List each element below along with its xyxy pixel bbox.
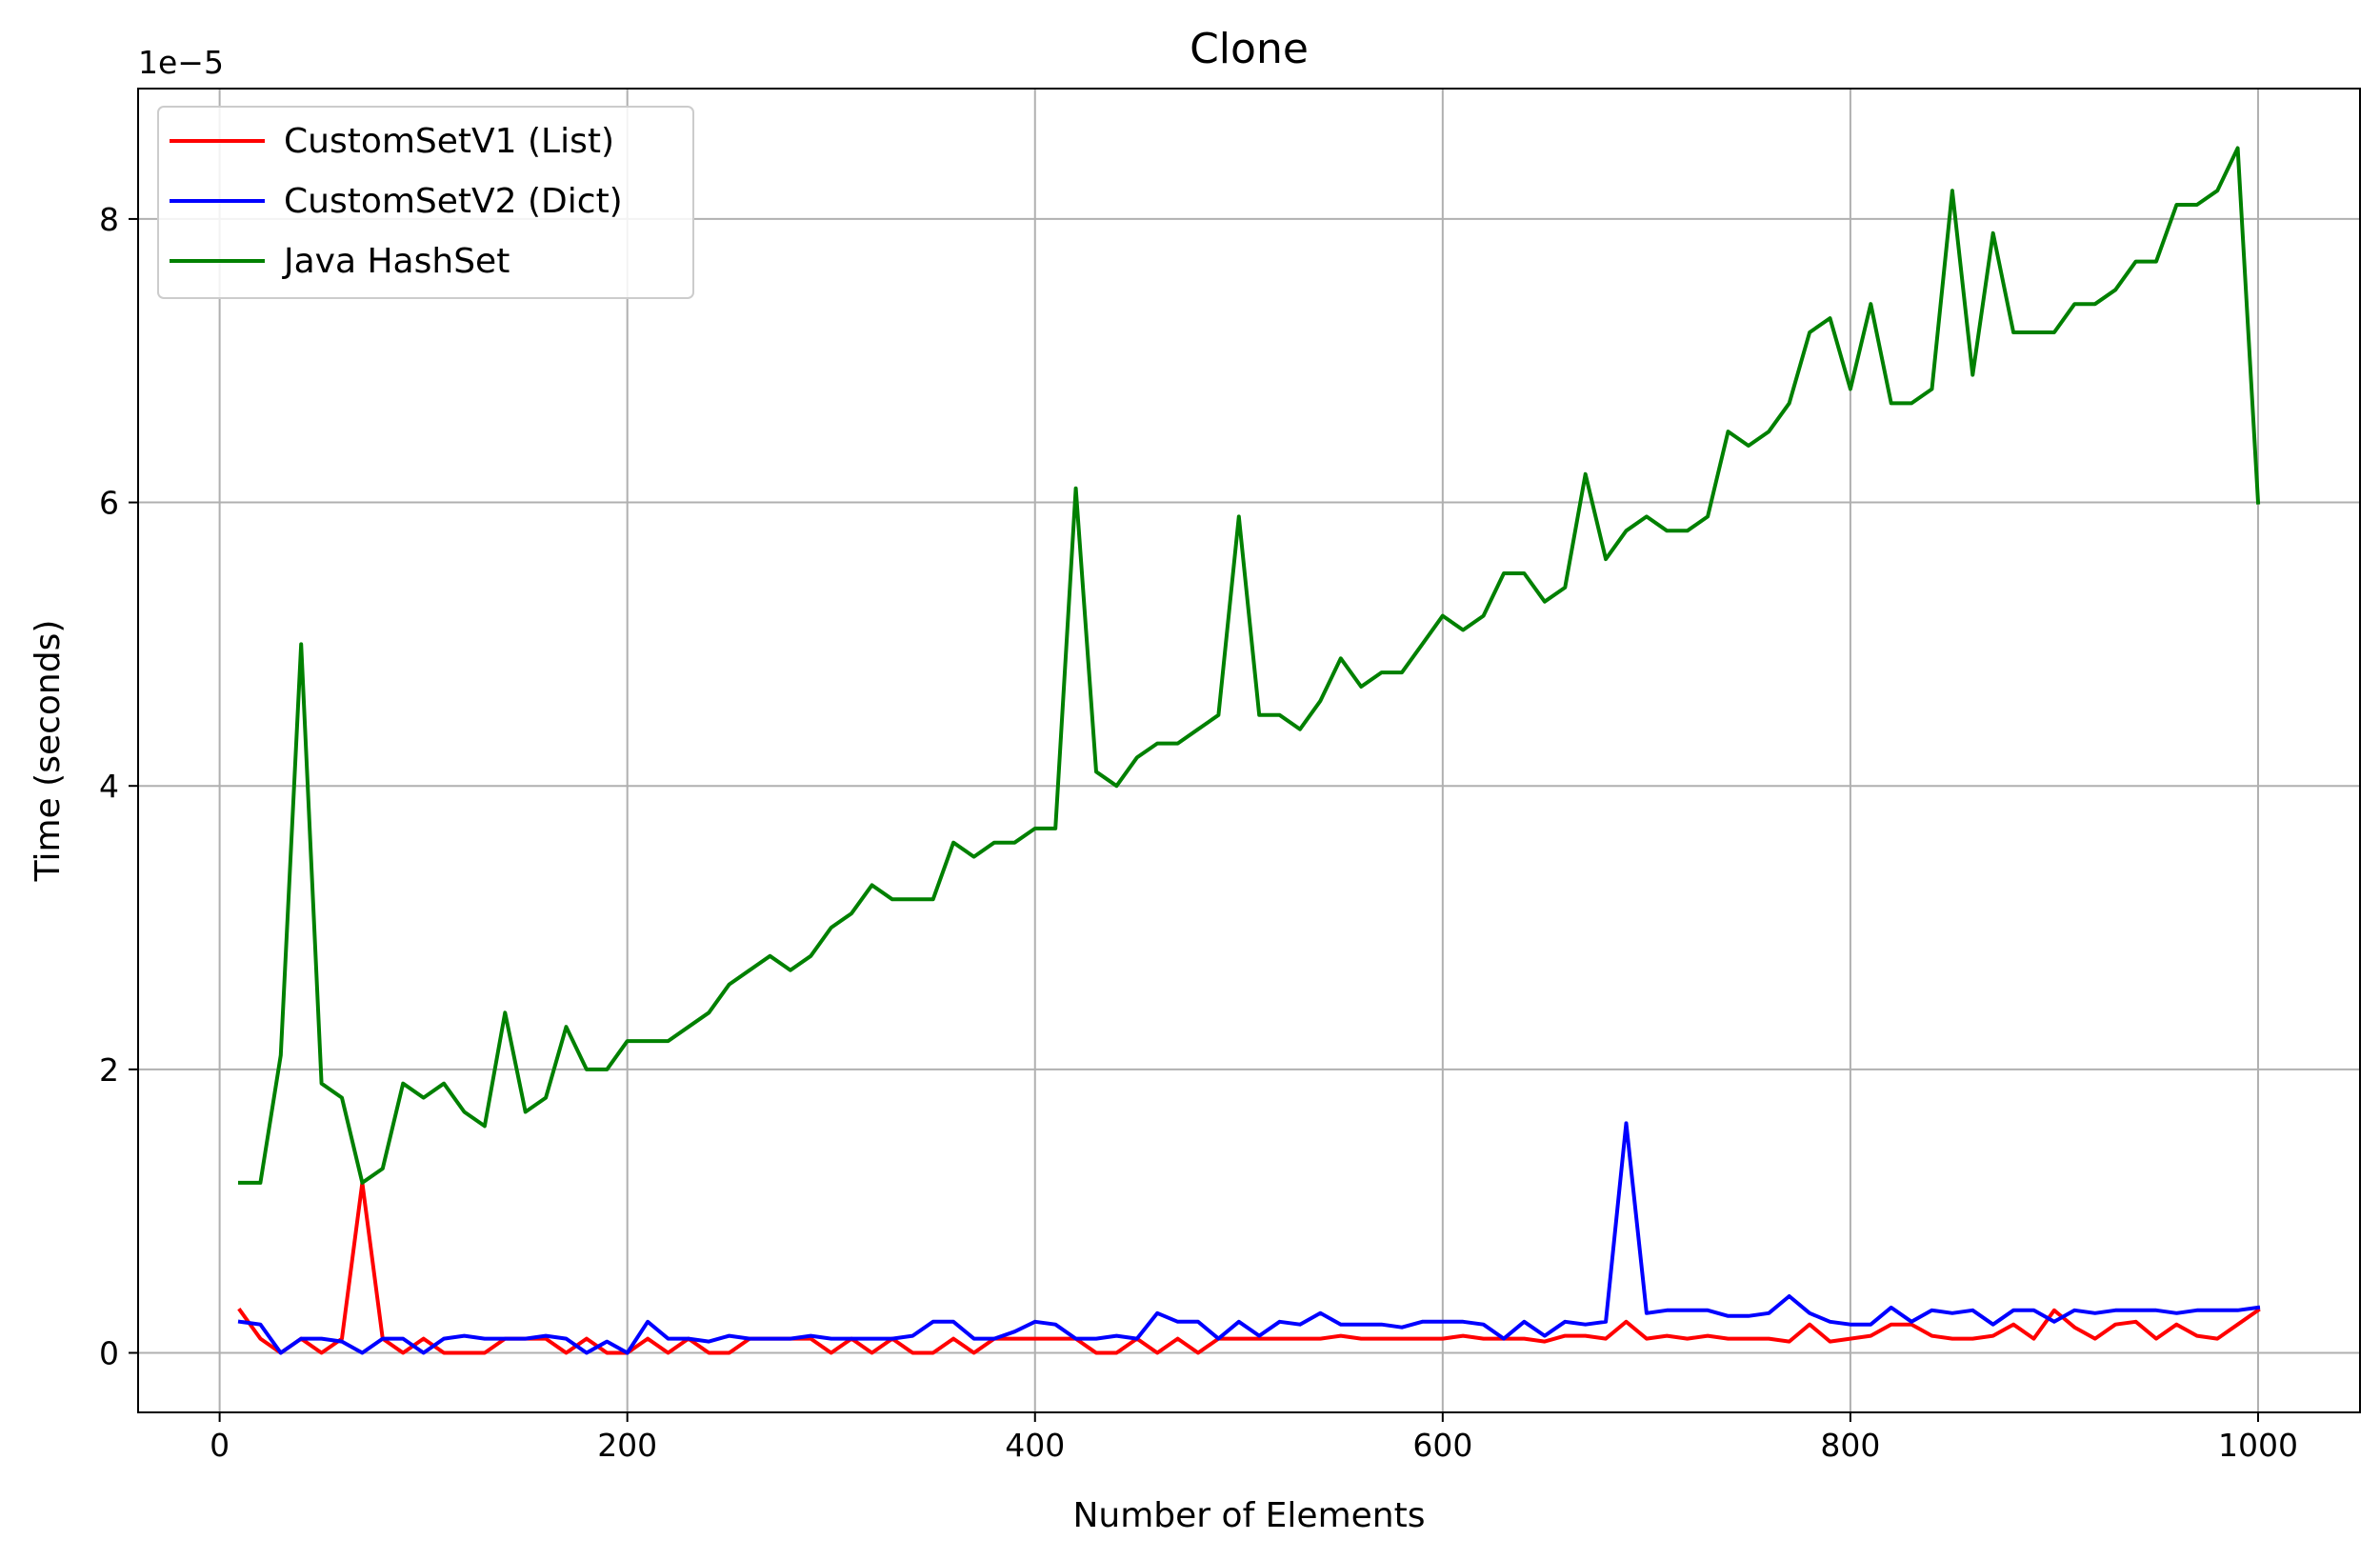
y-tick-label: 2 bbox=[99, 1051, 119, 1089]
y-tick-label: 8 bbox=[99, 201, 119, 238]
y-axis-scale-label: 1e−5 bbox=[138, 44, 224, 81]
x-tick-label: 800 bbox=[1820, 1427, 1880, 1464]
y-tick-label: 0 bbox=[99, 1334, 119, 1371]
y-tick-label: 6 bbox=[99, 485, 119, 522]
y-tick-label: 4 bbox=[99, 768, 119, 805]
legend-frame bbox=[157, 106, 694, 299]
chart-title: Clone bbox=[1190, 25, 1309, 73]
legend-label-customsetv2: CustomSetV2 (Dict) bbox=[284, 182, 623, 221]
legend: CustomSetV1 (List) CustomSetV2 (Dict) Ja… bbox=[157, 106, 694, 299]
grid bbox=[138, 89, 2360, 1412]
x-tick-label: 1000 bbox=[2218, 1427, 2298, 1464]
x-axis-title: Number of Elements bbox=[1072, 1496, 1425, 1535]
series-lines bbox=[237, 146, 2261, 1355]
series-line-java-hashset bbox=[238, 146, 2261, 1185]
axis-ticks: 0 200 400 600 800 1000 0 2 4 6 8 bbox=[99, 201, 2298, 1464]
plot-area-frame bbox=[137, 88, 2361, 1413]
y-axis-title: Time (seconds) bbox=[29, 620, 68, 883]
legend-label-customsetv1: CustomSetV1 (List) bbox=[284, 122, 614, 161]
x-tick-label: 600 bbox=[1412, 1427, 1472, 1464]
x-tick-label: 200 bbox=[597, 1427, 657, 1464]
x-tick-label: 0 bbox=[210, 1427, 230, 1464]
x-tick-label: 400 bbox=[1005, 1427, 1065, 1464]
legend-label-java-hashset: Java HashSet bbox=[282, 242, 510, 281]
series-line-customsetv2-dict bbox=[237, 1121, 2261, 1355]
